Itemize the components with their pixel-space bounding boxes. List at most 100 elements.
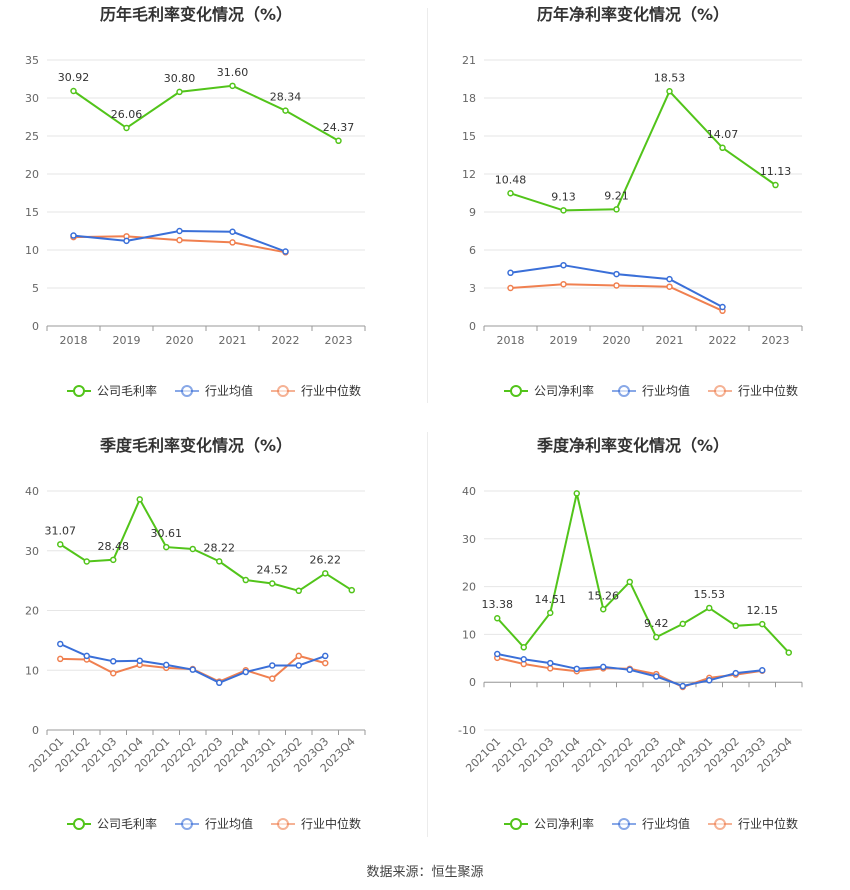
- legend-label: 行业均值: [642, 816, 690, 831]
- data-point-company: [679, 620, 686, 628]
- series-line-company: [59, 497, 353, 592]
- data-point-industry_avg: [759, 667, 766, 674]
- data-label: 9.42: [644, 617, 669, 630]
- chart-svg-quarterly-net: 季度净利率变化情况（%）-100102030402021Q12021Q22021…: [458, 436, 803, 831]
- data-label: 28.34: [270, 91, 302, 104]
- legend-label: 行业中位数: [738, 816, 798, 831]
- data-point-industry_avg: [626, 666, 633, 674]
- chart-title: 季度毛利率变化情况（%）: [99, 436, 292, 455]
- data-label: 31.07: [45, 524, 77, 537]
- data-point-company: [613, 206, 620, 213]
- data-label: 26.06: [111, 108, 143, 121]
- data-point-industry_avg: [229, 228, 236, 236]
- legend-item-industry_median: 行业中位数: [708, 816, 798, 831]
- data-point-industry_avg: [123, 237, 130, 245]
- data-label: 18.53: [654, 71, 686, 84]
- data-point-industry_median: [666, 283, 673, 290]
- x-tick-label: 2020: [603, 334, 631, 347]
- y-tick-label: 15: [25, 206, 39, 219]
- y-tick-label: 0: [32, 724, 39, 737]
- data-label: 30.92: [58, 71, 90, 84]
- x-tick-label: 2023: [325, 334, 353, 347]
- y-tick-label: -10: [458, 724, 476, 737]
- y-tick-label: 0: [469, 676, 476, 689]
- data-point-industry_median: [229, 239, 236, 246]
- data-point-company: [136, 496, 143, 503]
- legend-swatch-marker: [510, 385, 522, 397]
- y-tick-label: 6: [469, 244, 476, 257]
- chart-quarterly-net-margin: 季度净利率变化情况（%） -10 0 10 20 30 40 2021Q1 2021Q2 2021…: [425, 430, 850, 860]
- legend-item-industry_median: 行业中位数: [271, 383, 361, 398]
- y-tick-label: 40: [25, 485, 39, 498]
- legend-label: 公司净利率: [534, 383, 594, 398]
- data-point-industry_avg: [732, 669, 739, 677]
- legend-swatch-marker: [618, 385, 630, 397]
- data-point-industry_avg: [83, 652, 90, 660]
- panel-divider: [427, 432, 428, 837]
- data-label: 10.48: [495, 173, 527, 186]
- data-label: 31.60: [217, 66, 249, 79]
- y-tick-label: 3: [469, 282, 476, 295]
- data-point-industry_median: [269, 675, 276, 682]
- y-tick-label: 0: [32, 320, 39, 333]
- legend-swatch-marker: [73, 818, 85, 830]
- y-tick-label: 12: [462, 168, 476, 181]
- data-point-company: [83, 558, 90, 565]
- data-point-company: [282, 107, 289, 114]
- data-point-industry_median: [176, 236, 183, 244]
- data-label: 15.53: [694, 588, 726, 601]
- data-point-industry_avg: [269, 662, 276, 669]
- y-tick-label: 20: [462, 581, 476, 594]
- data-point-industry_median: [560, 280, 567, 288]
- data-point-company: [494, 614, 501, 622]
- data-point-company: [706, 604, 713, 612]
- data-point-industry_avg: [520, 656, 527, 663]
- data-label: 26.22: [310, 553, 342, 566]
- data-point-company: [719, 144, 726, 152]
- data-point-company: [348, 586, 355, 594]
- data-label: 24.37: [323, 121, 355, 134]
- legend-label: 公司毛利率: [97, 383, 157, 398]
- legend-swatch-marker: [618, 818, 630, 830]
- data-point-industry_avg: [176, 227, 183, 235]
- legend-label: 行业中位数: [301, 816, 361, 831]
- data-point-company: [269, 580, 276, 587]
- data-point-industry_avg: [242, 668, 249, 676]
- legend-swatch-marker: [714, 818, 726, 830]
- data-point-industry_median: [507, 284, 514, 292]
- legend-item-company: 公司毛利率: [67, 383, 157, 398]
- data-label: 13.38: [482, 598, 514, 611]
- data-label: 30.61: [151, 527, 183, 540]
- data-point-industry_avg: [136, 657, 143, 664]
- x-tick-label: 2018: [497, 334, 525, 347]
- legend-label: 行业均值: [205, 816, 253, 831]
- data-point-company: [573, 490, 580, 497]
- chart-annual-net-margin: 历年净利率变化情况（%） 0 3 6 9 12 15 18 21 2018 2019 2020 2021…: [425, 0, 850, 430]
- legend-item-industry_median: 行业中位数: [708, 383, 798, 398]
- data-point-industry_avg: [282, 248, 289, 255]
- y-tick-label: 20: [25, 605, 39, 618]
- legend-swatch-marker: [277, 385, 289, 397]
- data-label: 14.51: [535, 593, 567, 606]
- data-point-company: [785, 649, 792, 656]
- data-label: 30.80: [164, 72, 196, 85]
- data-label: 11.13: [760, 165, 792, 178]
- x-tick-label: 2018: [60, 334, 88, 347]
- legend-label: 行业均值: [642, 383, 690, 398]
- data-point-industry_avg: [110, 658, 117, 665]
- data-point-industry_avg: [573, 665, 580, 673]
- legend-swatch-marker: [181, 818, 193, 830]
- data-point-company: [653, 633, 660, 641]
- legend-swatch-marker: [714, 385, 726, 397]
- x-tick-label: 2022: [272, 334, 300, 347]
- data-label: 24.52: [257, 563, 289, 576]
- chart-title: 季度净利率变化情况（%）: [536, 436, 729, 455]
- data-point-industry_avg: [679, 682, 686, 690]
- x-tick-label: 2019: [550, 334, 578, 347]
- data-point-industry_avg: [295, 662, 302, 669]
- data-point-industry_avg: [653, 673, 660, 680]
- data-label: 9.13: [551, 190, 576, 203]
- legend-item-industry_avg: 行业均值: [612, 816, 690, 831]
- data-point-industry_avg: [600, 663, 607, 671]
- y-tick-label: 21: [462, 54, 476, 67]
